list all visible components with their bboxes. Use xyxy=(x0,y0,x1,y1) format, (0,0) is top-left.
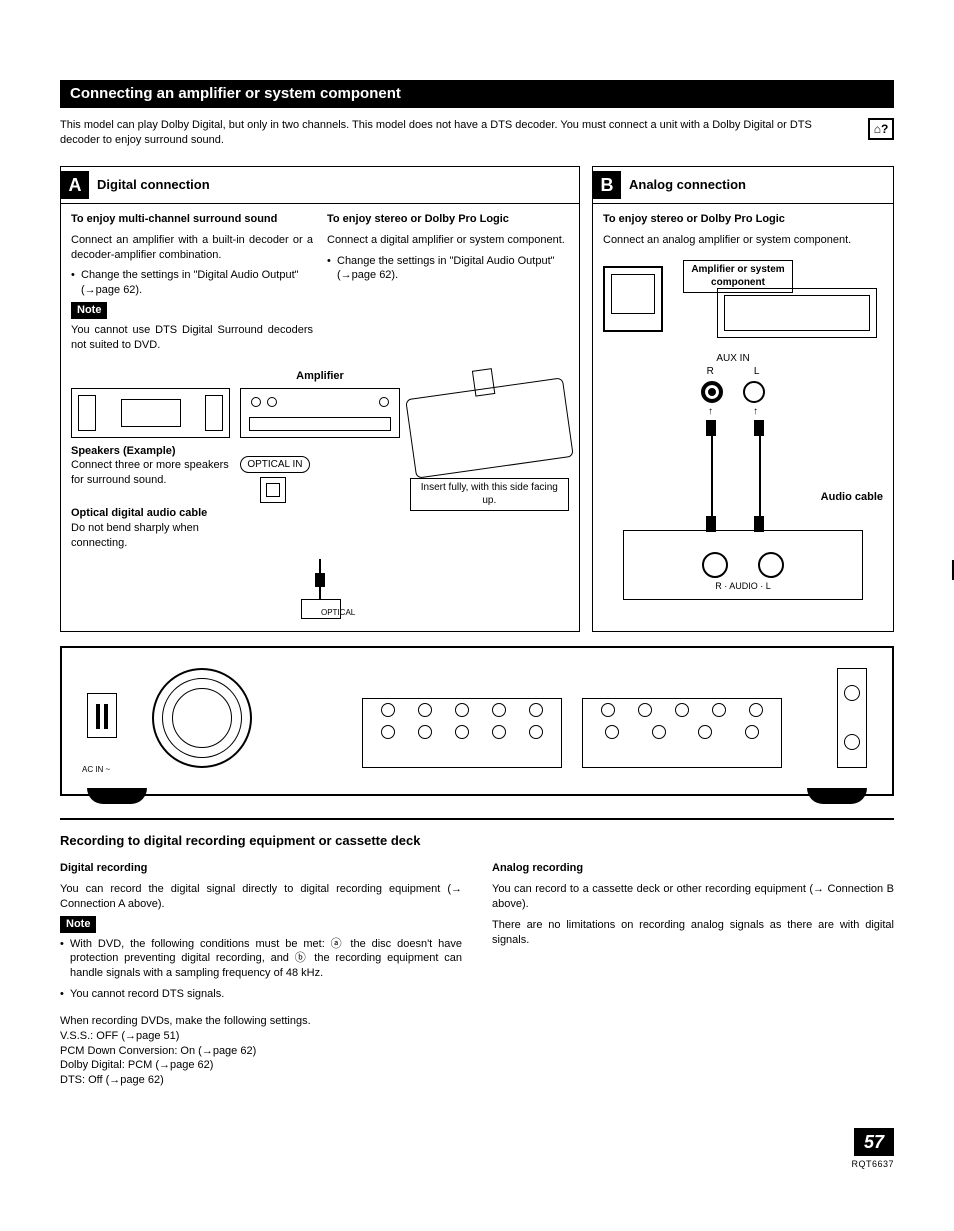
a-left-body: Connect an amplifier with a built-in dec… xyxy=(71,233,313,263)
b-heading: To enjoy stereo or Dolby Pro Logic xyxy=(603,212,883,227)
a-note-body: You cannot use DTS Digital Surround deco… xyxy=(71,323,313,353)
fan-vent xyxy=(152,668,252,768)
amplifier-label: Amplifier xyxy=(71,369,569,384)
digital-recording-col: Digital recording You can record the dig… xyxy=(60,861,462,1088)
setting-1: V.S.S.: OFF (→page 51) xyxy=(60,1029,462,1044)
speaker-illustration xyxy=(71,388,230,438)
arrow-up-icon: ↑ xyxy=(753,405,758,419)
reference-icon: ⌂? xyxy=(868,118,894,140)
arrow-up-icon: ↑ xyxy=(708,405,713,419)
insert-label: Insert fully, with this side facing up. xyxy=(410,478,569,511)
note-badge-a: Note xyxy=(71,302,107,319)
ac-inlet xyxy=(87,693,117,738)
ac-in-label: AC IN ~ xyxy=(82,765,110,776)
digital-note-1: With DVD, the following conditions must … xyxy=(60,937,462,982)
r-label: R xyxy=(707,365,714,379)
digital-note-2: You cannot record DTS signals. xyxy=(60,987,462,1002)
page-footer: 57 RQT6637 xyxy=(60,1128,894,1170)
a-left-bullet: Change the settings in "Digital Audio Ou… xyxy=(71,268,313,298)
device-rear-panel: AC IN ~ xyxy=(60,646,894,796)
section-title-bar: Connecting an amplifier or system compon… xyxy=(60,80,894,108)
digital-recording-body: You can record the digital signal direct… xyxy=(60,882,462,912)
diagram-b: Amplifier or system component AUX IN R L xyxy=(603,260,883,600)
audio-out-box: R · AUDIO · L xyxy=(623,530,863,600)
badge-b: B xyxy=(593,171,621,199)
page-code: RQT6637 xyxy=(851,1158,894,1170)
l-label: L xyxy=(754,365,760,379)
analog-recording-body1: You can record to a cassette deck or oth… xyxy=(492,882,894,912)
intro-text: This model can play Dolby Digital, but o… xyxy=(60,119,812,146)
setting-3: Dolby Digital: PCM (→page 62) xyxy=(60,1058,462,1073)
analog-recording-col: Analog recording You can record to a cas… xyxy=(492,861,894,1088)
a-right-bullet: Change the settings in "Digital Audio Ou… xyxy=(327,254,569,284)
speakers-head: Speakers (Example) xyxy=(71,444,230,459)
aux-in-label: AUX IN xyxy=(683,352,783,366)
box-a-title: Digital connection xyxy=(97,176,210,194)
optical-body: Do not bend sharply when connecting. xyxy=(71,521,230,551)
a-right-heading: To enjoy stereo or Dolby Pro Logic xyxy=(327,212,569,227)
recording-section-title: Recording to digital recording equipment… xyxy=(60,832,894,850)
optical-in-label: OPTICAL IN xyxy=(240,456,309,474)
box-b-title: Analog connection xyxy=(629,176,746,194)
speakers-body: Connect three or more speakers for surro… xyxy=(71,458,230,488)
intro-paragraph: This model can play Dolby Digital, but o… xyxy=(60,118,894,148)
amp-illustration xyxy=(240,388,399,438)
a-left-heading: To enjoy multi-channel surround sound xyxy=(71,212,313,227)
digital-recording-head: Digital recording xyxy=(60,861,462,876)
b-body: Connect an analog amplifier or system co… xyxy=(603,233,883,248)
aux-r-port xyxy=(701,381,723,403)
divider xyxy=(60,818,894,820)
plug-illustration xyxy=(405,377,574,478)
optical-head: Optical digital audio cable xyxy=(71,506,230,521)
antenna-jacks xyxy=(837,668,867,768)
aux-in-block: AUX IN R L ↑ ↑ xyxy=(683,352,783,419)
av-jacks-2 xyxy=(582,698,782,768)
audio-out-l xyxy=(758,552,784,578)
setting-2: PCM Down Conversion: On (→page 62) xyxy=(60,1044,462,1059)
tv-illustration xyxy=(603,266,663,332)
av-jacks-1 xyxy=(362,698,562,768)
audio-out-r xyxy=(702,552,728,578)
diagram-a: Amplifier Speakers (Example) Connect thr… xyxy=(71,369,569,619)
digital-connection-box: A Digital connection To enjoy multi-chan… xyxy=(60,166,580,632)
note-badge-recording: Note xyxy=(60,916,96,933)
a-right-body: Connect a digital amplifier or system co… xyxy=(327,233,569,248)
analog-recording-body2: There are no limitations on recording an… xyxy=(492,918,894,948)
settings-intro: When recording DVDs, make the following … xyxy=(60,1014,462,1029)
setting-4: DTS: Off (→page 62) xyxy=(60,1073,462,1088)
aux-l-port xyxy=(743,381,765,403)
page-number: 57 xyxy=(854,1128,894,1156)
r-audio-l-label: R · AUDIO · L xyxy=(715,580,771,592)
audio-cable-label: Audio cable xyxy=(821,490,883,505)
analog-connection-box: B Analog connection To enjoy stereo or D… xyxy=(592,166,894,632)
analog-recording-head: Analog recording xyxy=(492,861,894,876)
badge-a: A xyxy=(61,171,89,199)
optical-in-port xyxy=(260,477,286,503)
amp-system-illustration xyxy=(717,288,877,338)
